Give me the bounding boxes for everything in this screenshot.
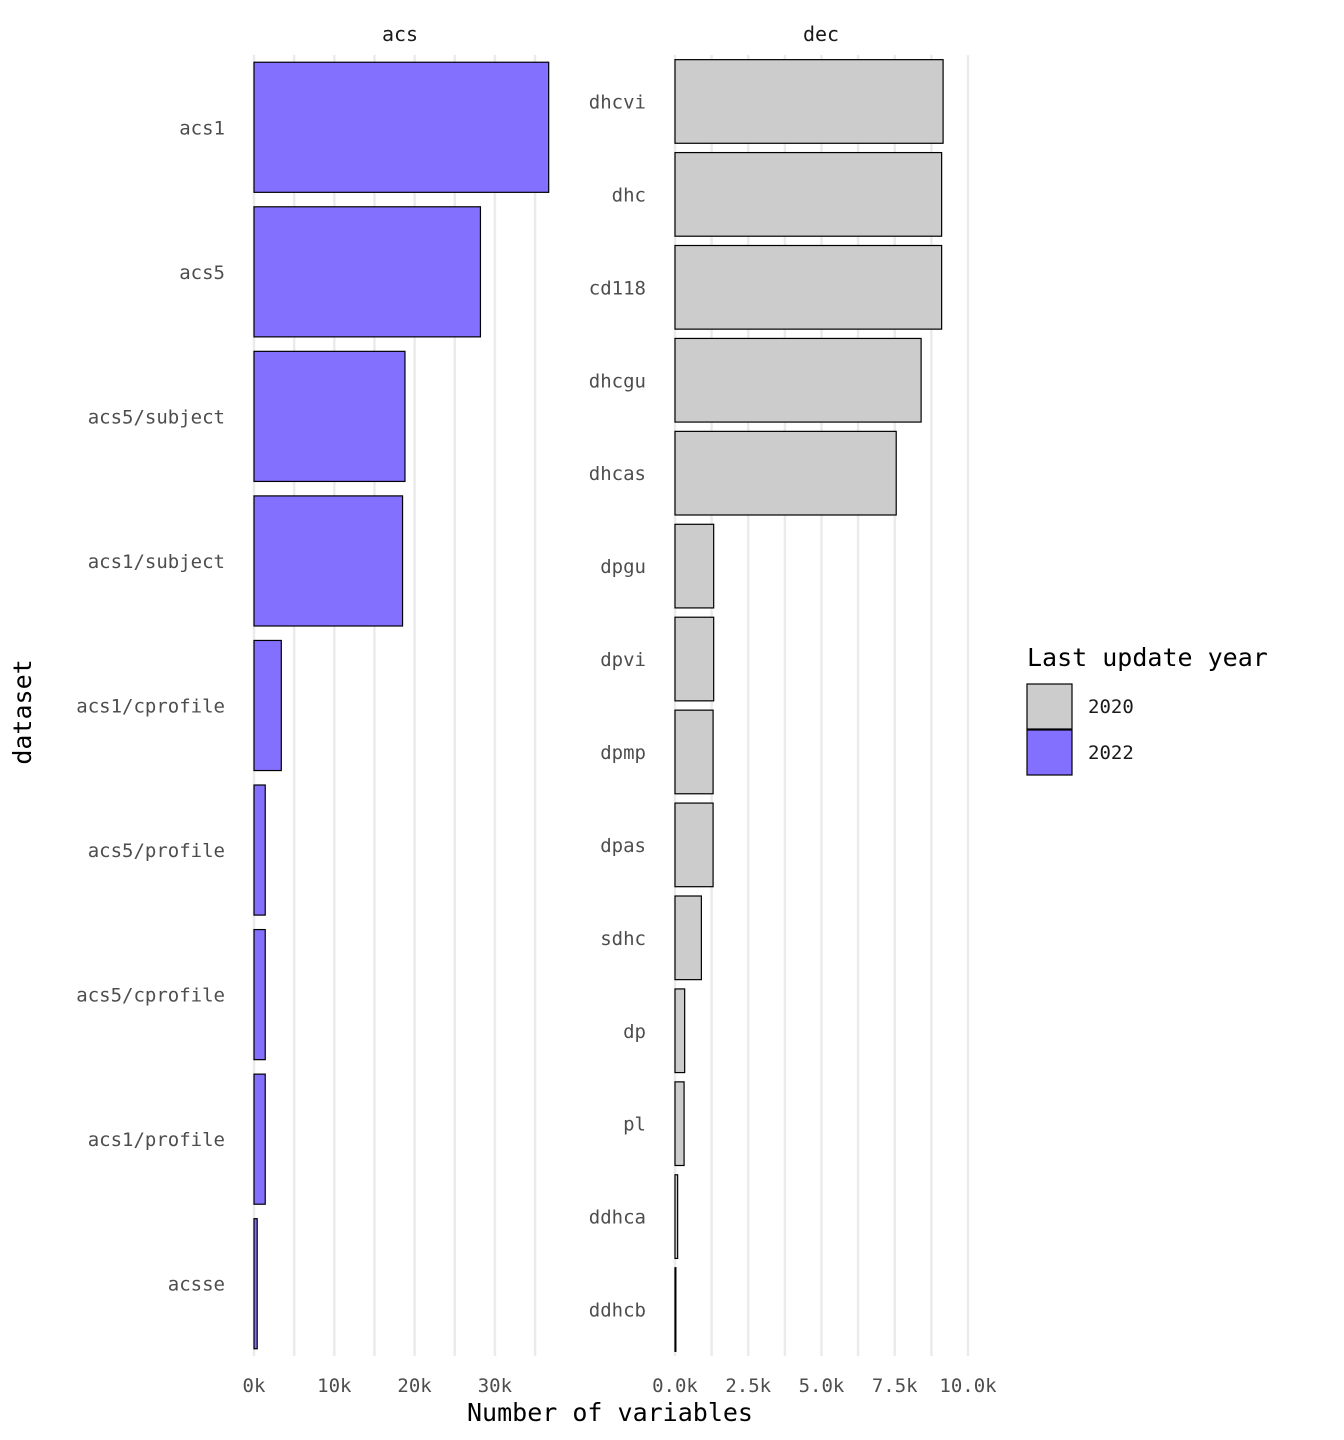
bar: [674, 59, 944, 144]
bar: [674, 895, 702, 981]
legend-key: [1026, 683, 1073, 730]
x-tick-label: 7.5k: [872, 1375, 918, 1397]
y-tick-label: sdhc: [600, 928, 646, 950]
bar: [253, 928, 266, 1061]
y-tick-label: ddhca: [589, 1207, 646, 1229]
bar: [674, 1267, 677, 1352]
bar: [674, 709, 714, 795]
bar: [253, 639, 282, 772]
legend-title: Last update year: [1027, 643, 1268, 672]
y-tick-label: acs1/subject: [88, 551, 225, 573]
y-tick-label: dhcgu: [589, 370, 646, 392]
x-tick-label: 20k: [397, 1375, 432, 1397]
y-axis-title: dataset: [8, 659, 37, 764]
bar: [674, 244, 943, 330]
facet-acs: acs acs1 acs5 acs5/subject acs1/subject acs1/…: [76, 22, 550, 1397]
bar: [253, 350, 406, 483]
facet-dec: dec dhcvi dhc cd118 dhcgu dhcas dpgu dpvi dpmp dp…: [589, 22, 997, 1397]
bar: [253, 1218, 258, 1350]
bar: [674, 151, 943, 237]
bar: [674, 337, 922, 423]
legend-entries: 2020 2022: [1026, 683, 1134, 776]
bar: [674, 802, 714, 888]
legend-label: 2020: [1088, 696, 1134, 718]
legend: Last update year 2020 2022: [1026, 643, 1268, 776]
facet-dec-bars: dhcvi dhc cd118 dhcgu dhcas dpgu dpvi dpmp dpas s…: [589, 59, 944, 1352]
x-tick-label: 2.5k: [725, 1375, 771, 1397]
bar: [674, 1081, 685, 1167]
y-tick-label: dhcas: [589, 463, 646, 485]
bar: [674, 430, 897, 516]
x-tick-label: 0k: [243, 1375, 266, 1397]
x-tick-label: 30k: [478, 1375, 513, 1397]
x-tick-label: 0.0k: [652, 1375, 698, 1397]
bar: [674, 523, 715, 609]
y-tick-label: dpmp: [600, 742, 646, 764]
bar: [253, 784, 266, 916]
y-tick-label: dp: [623, 1021, 646, 1043]
x-tick-label: 10.0k: [939, 1375, 997, 1397]
facet-dec-x-ticks: 0.0k 2.5k 5.0k 7.5k 10.0k: [652, 1375, 997, 1397]
bar: [253, 495, 404, 627]
y-tick-label: acs5/profile: [88, 840, 225, 862]
bar: [674, 616, 715, 702]
bar: [253, 61, 550, 193]
x-tick-label: 5.0k: [799, 1375, 845, 1397]
bar: [674, 988, 686, 1074]
facet-panels: acs acs1 acs5 acs5/subject acs1/subject acs1/…: [76, 22, 997, 1397]
y-tick-label: cd118: [589, 277, 646, 299]
y-tick-label: acs5/subject: [88, 406, 225, 428]
facet-acs-bars: acs1 acs5 acs5/subject acs1/subject acs1/cpr…: [76, 61, 550, 1350]
y-tick-label: acsse: [168, 1274, 225, 1296]
y-tick-label: acs1: [179, 117, 225, 139]
legend-label: 2022: [1088, 742, 1134, 764]
legend-key: [1026, 729, 1073, 776]
y-tick-label: acs5/cprofile: [76, 985, 225, 1007]
y-tick-label: dhc: [612, 184, 646, 206]
facet-strip-label: acs: [382, 22, 418, 46]
y-tick-label: acs5: [179, 262, 225, 284]
x-axis-title: Number of variables: [467, 1398, 753, 1427]
bar: [253, 206, 482, 338]
facet-strip-label: dec: [803, 22, 839, 46]
y-tick-label: dpvi: [600, 649, 646, 671]
y-tick-label: dpas: [600, 835, 646, 857]
y-tick-label: acs1/cprofile: [76, 696, 225, 718]
x-tick-label: 10k: [317, 1375, 352, 1397]
bar: [674, 1174, 679, 1260]
y-tick-label: acs1/profile: [88, 1129, 225, 1151]
facet-acs-x-ticks: 0k 10k 20k 30k: [243, 1375, 513, 1397]
y-tick-label: dhcvi: [589, 91, 646, 113]
bar: [253, 1073, 266, 1205]
y-tick-label: ddhcb: [589, 1300, 646, 1322]
y-tick-label: dpgu: [600, 556, 646, 578]
y-tick-label: pl: [623, 1114, 646, 1136]
